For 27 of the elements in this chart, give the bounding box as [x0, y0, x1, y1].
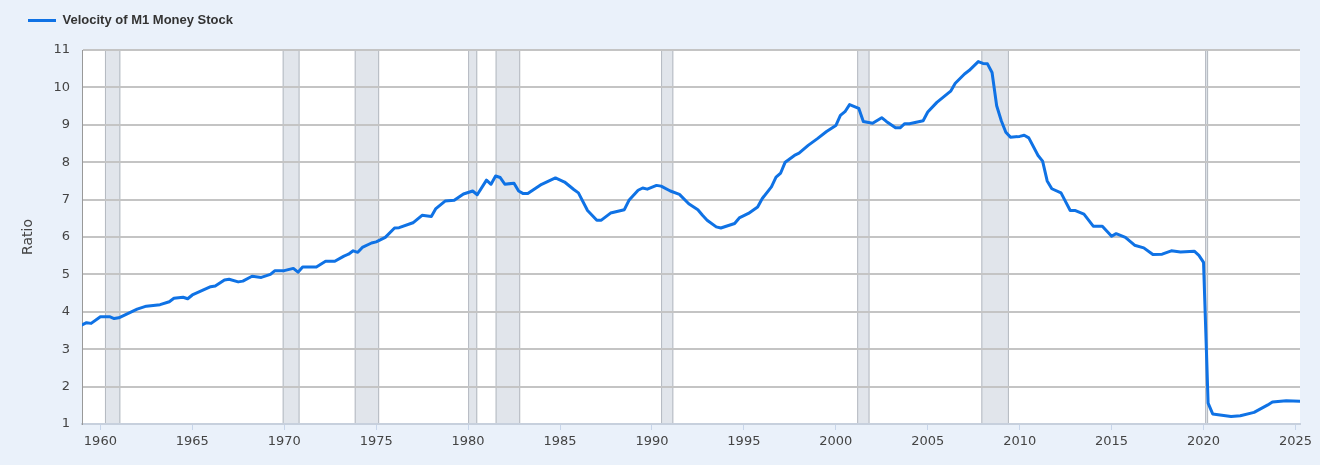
y-tick-label: 2 [61, 377, 70, 393]
y-tick-label: 7 [61, 190, 70, 206]
y-tick-label: 4 [61, 303, 70, 319]
x-tick-label: 2025 [1278, 433, 1313, 449]
x-tick-label: 2000 [819, 433, 853, 449]
y-tick-label: 1 [61, 415, 70, 431]
y-tick-label: 6 [61, 228, 70, 244]
legend-label: Velocity of M1 Money Stock [62, 12, 234, 28]
y-axis-title: Ratio [19, 219, 36, 255]
x-tick-label: 1960 [83, 433, 117, 449]
y-tick-label: 9 [61, 116, 70, 132]
y-tick-label: 11 [53, 41, 70, 57]
x-tick-label: 1965 [175, 433, 209, 449]
x-tick-label: 2005 [911, 433, 945, 449]
x-tick-label: 1970 [267, 433, 301, 449]
y-tick-label: 8 [61, 153, 70, 169]
x-tick-label: 1995 [727, 433, 761, 449]
x-tick-label: 1980 [451, 433, 485, 449]
x-tick-label: 1985 [543, 433, 577, 449]
x-tick-label: 1990 [635, 433, 669, 449]
y-tick-label: 3 [61, 340, 70, 356]
x-tick-label: 2015 [1095, 433, 1129, 449]
y-tick-label: 10 [53, 78, 70, 94]
y-tick-label: 5 [61, 265, 70, 281]
x-tick-label: 1975 [359, 433, 393, 449]
x-tick-label: 2020 [1186, 433, 1221, 449]
x-tick-label: 2010 [1003, 433, 1037, 449]
